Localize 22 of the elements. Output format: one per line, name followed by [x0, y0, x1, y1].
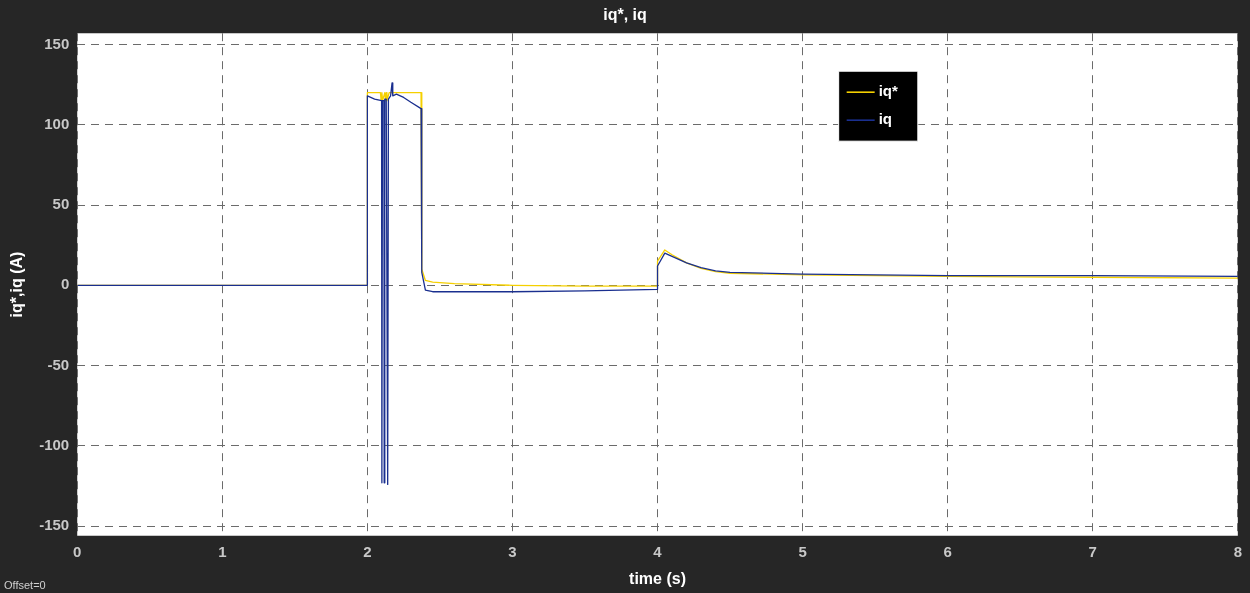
y-tick-label: -100 [39, 436, 70, 454]
legend-label: iq [878, 110, 893, 128]
chart-title: iq*, iq [603, 6, 647, 24]
x-tick-label: 7 [1088, 542, 1097, 560]
x-tick-label: 2 [363, 542, 372, 560]
x-tick-label: 6 [943, 542, 952, 560]
y-tick-label: -50 [47, 355, 70, 373]
y-tick-label: 50 [52, 195, 70, 213]
x-tick-label: 0 [73, 542, 82, 560]
text: Offset=0 [4, 578, 46, 591]
x-tick-label: 1 [218, 542, 227, 560]
y-axis-title: iq*,iq (A) [8, 251, 26, 318]
x-axis-title: time (s) [629, 569, 686, 587]
y-tick-label: -150 [39, 516, 70, 534]
legend-label: iq* [878, 82, 898, 100]
x-tick-label: 8 [1233, 542, 1242, 560]
x-tick-label: 3 [508, 542, 517, 560]
x-tick-label: 4 [653, 542, 663, 560]
y-tick-label: 100 [44, 114, 70, 132]
y-tick-label: 150 [44, 34, 70, 52]
y-tick-label: 0 [60, 275, 70, 293]
x-tick-label: 5 [798, 542, 807, 560]
